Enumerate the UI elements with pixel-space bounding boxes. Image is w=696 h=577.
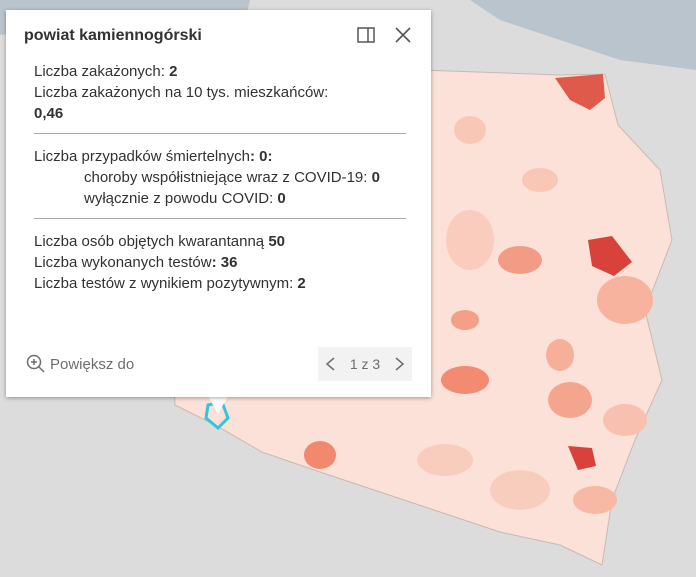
- line: Liczba testów z wynikiem pozytywnym: 2: [34, 273, 406, 294]
- separator: [34, 133, 406, 134]
- line: choroby współistniejące wraz z COVID-19:…: [34, 167, 406, 188]
- line: Liczba przypadków śmiertelnych: 0:: [34, 146, 406, 167]
- region: [548, 382, 592, 418]
- value: 2: [169, 63, 178, 80]
- close-button[interactable]: [394, 26, 412, 44]
- previous-button[interactable]: [324, 356, 336, 372]
- popup-pointer: [208, 396, 228, 414]
- line: Liczba zakażonych na 10 tys. mieszkańców…: [34, 82, 406, 124]
- label: Liczba zakażonych na 10 tys. mieszkańców…: [34, 84, 329, 101]
- region: [597, 276, 653, 324]
- popup-content: Liczba zakażonych: 2 Liczba zakażonych n…: [34, 61, 406, 294]
- dock-button[interactable]: [356, 26, 376, 44]
- line: Liczba osób objętych kwarantanną 50: [34, 231, 406, 252]
- region: [603, 404, 647, 436]
- value: : 36: [211, 254, 238, 271]
- sea: [470, 0, 696, 70]
- region: [490, 470, 550, 510]
- region: [454, 116, 486, 144]
- region: [498, 246, 542, 274]
- region: [446, 210, 494, 270]
- line: wyłącznie z powodu COVID: 0: [34, 188, 406, 209]
- region: [555, 74, 605, 110]
- next-button[interactable]: [394, 356, 406, 372]
- zoom-link[interactable]: Powiększ do: [26, 354, 134, 374]
- value: 2: [297, 275, 306, 292]
- pager-text: 1 z 3: [349, 356, 381, 372]
- popup-title: powiat kamiennogórski: [24, 27, 202, 44]
- pager: 1 z 3: [318, 347, 412, 381]
- label: Liczba testów z wynikiem pozytywnym:: [34, 275, 294, 292]
- region: [546, 339, 574, 371]
- region: [588, 236, 632, 276]
- popup: powiat kamiennogórski Liczba zakażonych:…: [6, 10, 431, 397]
- region: [417, 444, 473, 476]
- region: [522, 168, 558, 192]
- region: [304, 441, 336, 469]
- line: Liczba wykonanych testów: 36: [34, 252, 406, 273]
- label: Liczba wykonanych testów: [34, 254, 212, 271]
- label: Liczba osób objętych kwarantanną: [34, 233, 265, 250]
- value: : 0:: [249, 148, 273, 165]
- label: wyłącznie z powodu COVID:: [84, 190, 274, 207]
- zoom-icon: [26, 354, 45, 373]
- value: 0: [371, 169, 380, 186]
- value: 0,46: [34, 105, 64, 122]
- value: 50: [268, 233, 286, 250]
- label: Liczba zakażonych:: [34, 63, 165, 80]
- region: [568, 446, 596, 470]
- separator: [34, 218, 406, 219]
- value: 0: [277, 190, 286, 207]
- label: choroby współistniejące wraz z COVID-19:: [84, 169, 368, 186]
- zoom-text: Powiększ do: [50, 355, 135, 373]
- region: [451, 310, 479, 330]
- label: Liczba przypadków śmiertelnych: [34, 148, 250, 165]
- region: [441, 366, 489, 394]
- line: Liczba zakażonych: 2: [34, 61, 406, 82]
- region: [573, 486, 617, 514]
